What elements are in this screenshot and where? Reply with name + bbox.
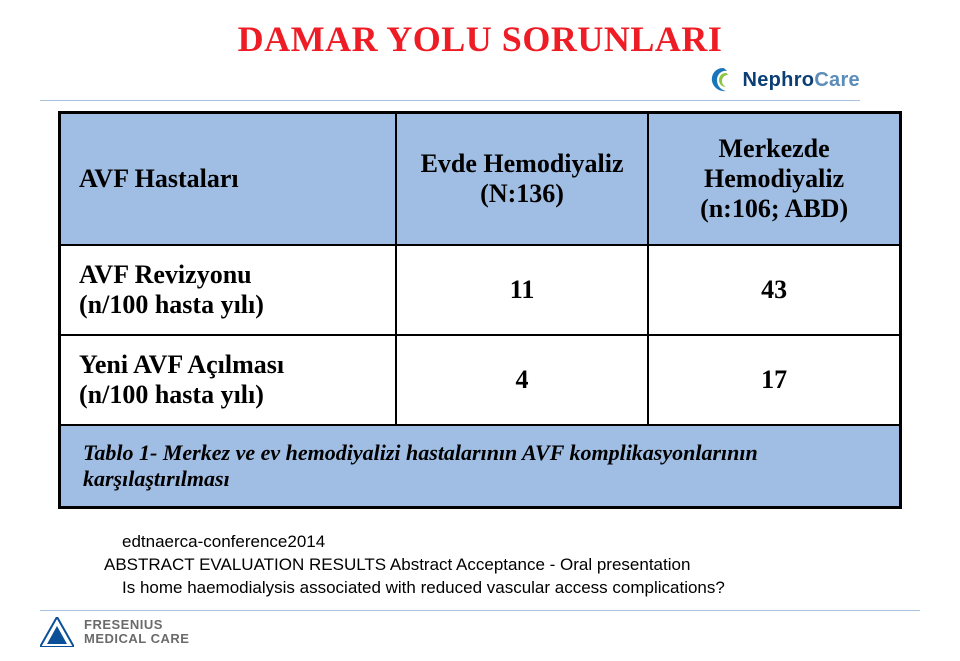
fresenius-logo: FRESENIUSMEDICAL CARE (40, 617, 189, 647)
footnote-line: ABSTRACT EVALUATION RESULTS Abstract Acc… (104, 554, 920, 577)
cell: 11 (396, 245, 648, 335)
footnote-line: edtnaerca-conference2014 (122, 531, 920, 554)
nephrocare-wordmark: NephroCare (743, 69, 861, 92)
table-row: AVF Revizyonu(n/100 hasta yılı) 11 43 (60, 245, 901, 335)
table-caption: Tablo 1- Merkez ve ev hemodiyalizi hasta… (60, 425, 901, 508)
table-caption-row: Tablo 1- Merkez ve ev hemodiyalizi hasta… (60, 425, 901, 508)
table-header-row: AVF Hastaları Evde Hemodiyaliz(N:136) Me… (60, 113, 901, 246)
footnote-line: Is home haemodialysis associated with re… (122, 577, 920, 600)
cell: 4 (396, 335, 648, 425)
divider (40, 610, 920, 611)
col-header: Merkezde Hemodiyaliz(n:106; ABD) (648, 113, 900, 246)
col-header: AVF Hastaları (60, 113, 396, 246)
fresenius-wordmark: FRESENIUSMEDICAL CARE (84, 618, 189, 645)
page-title: DAMAR YOLU SORUNLARI (40, 18, 920, 60)
table-row: Yeni AVF Açılması(n/100 hasta yılı) 4 17 (60, 335, 901, 425)
footnote: edtnaerca-conference2014 ABSTRACT EVALUA… (122, 531, 920, 600)
logo-row: NephroCare (40, 66, 920, 94)
data-table: AVF Hastaları Evde Hemodiyaliz(N:136) Me… (58, 111, 902, 509)
cell: 17 (648, 335, 900, 425)
row-label: Yeni AVF Açılması(n/100 hasta yılı) (60, 335, 396, 425)
triangle-icon (40, 617, 74, 647)
col-header: Evde Hemodiyaliz(N:136) (396, 113, 648, 246)
row-label: AVF Revizyonu(n/100 hasta yılı) (60, 245, 396, 335)
slide: DAMAR YOLU SORUNLARI NephroCare AVF Hast… (0, 0, 960, 661)
cell: 43 (648, 245, 900, 335)
divider (40, 100, 860, 101)
swirl-icon (709, 66, 737, 94)
nephrocare-logo: NephroCare (709, 66, 861, 94)
